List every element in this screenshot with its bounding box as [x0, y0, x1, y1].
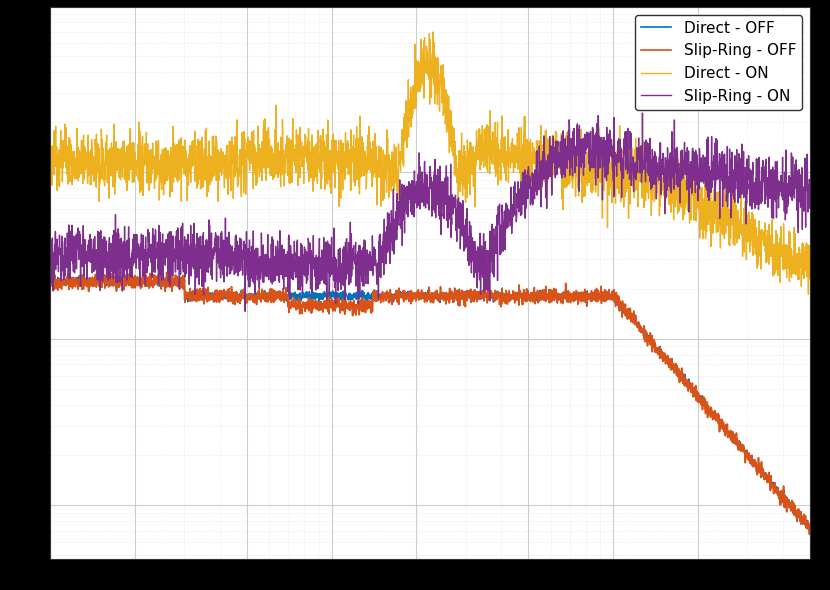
Direct - ON — [336, 146, 346, 153]
Line: Slip-Ring - ON: Slip-Ring - ON — [50, 113, 810, 312]
Direct - ON — [709, 198, 719, 205]
Direct - ON — [45, 175, 55, 182]
Direct - OFF — [132, 279, 142, 286]
Slip-Ring - OFF — [177, 284, 187, 291]
Direct - ON — [805, 254, 815, 261]
Direct - ON — [803, 291, 813, 298]
Slip-Ring - OFF — [132, 281, 142, 288]
Direct - OFF — [790, 509, 800, 516]
Direct - ON — [132, 161, 142, 168]
Slip-Ring - OFF — [337, 303, 347, 310]
Line: Direct - OFF: Direct - OFF — [50, 273, 810, 531]
Slip-Ring - ON — [637, 110, 647, 117]
Legend: Direct - OFF, Slip-Ring - OFF, Direct - ON, Slip-Ring - ON: Direct - OFF, Slip-Ring - OFF, Direct - … — [635, 15, 803, 110]
Direct - ON — [790, 230, 800, 237]
Slip-Ring - OFF — [805, 529, 815, 536]
Direct - ON — [369, 169, 379, 176]
Direct - OFF — [45, 277, 55, 284]
Slip-Ring - ON — [132, 231, 142, 238]
Slip-Ring - ON — [790, 174, 800, 181]
Direct - OFF — [369, 293, 379, 300]
Slip-Ring - ON — [337, 273, 347, 280]
Slip-Ring - OFF — [709, 409, 719, 416]
Direct - OFF — [337, 297, 347, 304]
Slip-Ring - OFF — [45, 283, 55, 290]
Slip-Ring - ON — [240, 308, 250, 315]
Direct - OFF — [805, 526, 815, 533]
Direct - OFF — [709, 410, 719, 417]
Direct - OFF — [177, 277, 187, 284]
Slip-Ring - ON — [805, 202, 815, 209]
Slip-Ring - OFF — [804, 530, 814, 537]
Line: Slip-Ring - OFF: Slip-Ring - OFF — [50, 271, 810, 534]
Slip-Ring - ON — [177, 236, 187, 243]
Slip-Ring - OFF — [166, 268, 176, 275]
Direct - OFF — [98, 270, 108, 277]
Slip-Ring - ON — [369, 261, 379, 268]
Direct - OFF — [804, 527, 814, 535]
Slip-Ring - OFF — [369, 297, 379, 304]
Slip-Ring - ON — [709, 158, 719, 165]
Line: Direct - ON: Direct - ON — [50, 32, 810, 294]
Slip-Ring - OFF — [790, 506, 800, 513]
Slip-Ring - ON — [45, 240, 55, 247]
Direct - ON — [428, 28, 438, 35]
Direct - ON — [177, 164, 187, 171]
